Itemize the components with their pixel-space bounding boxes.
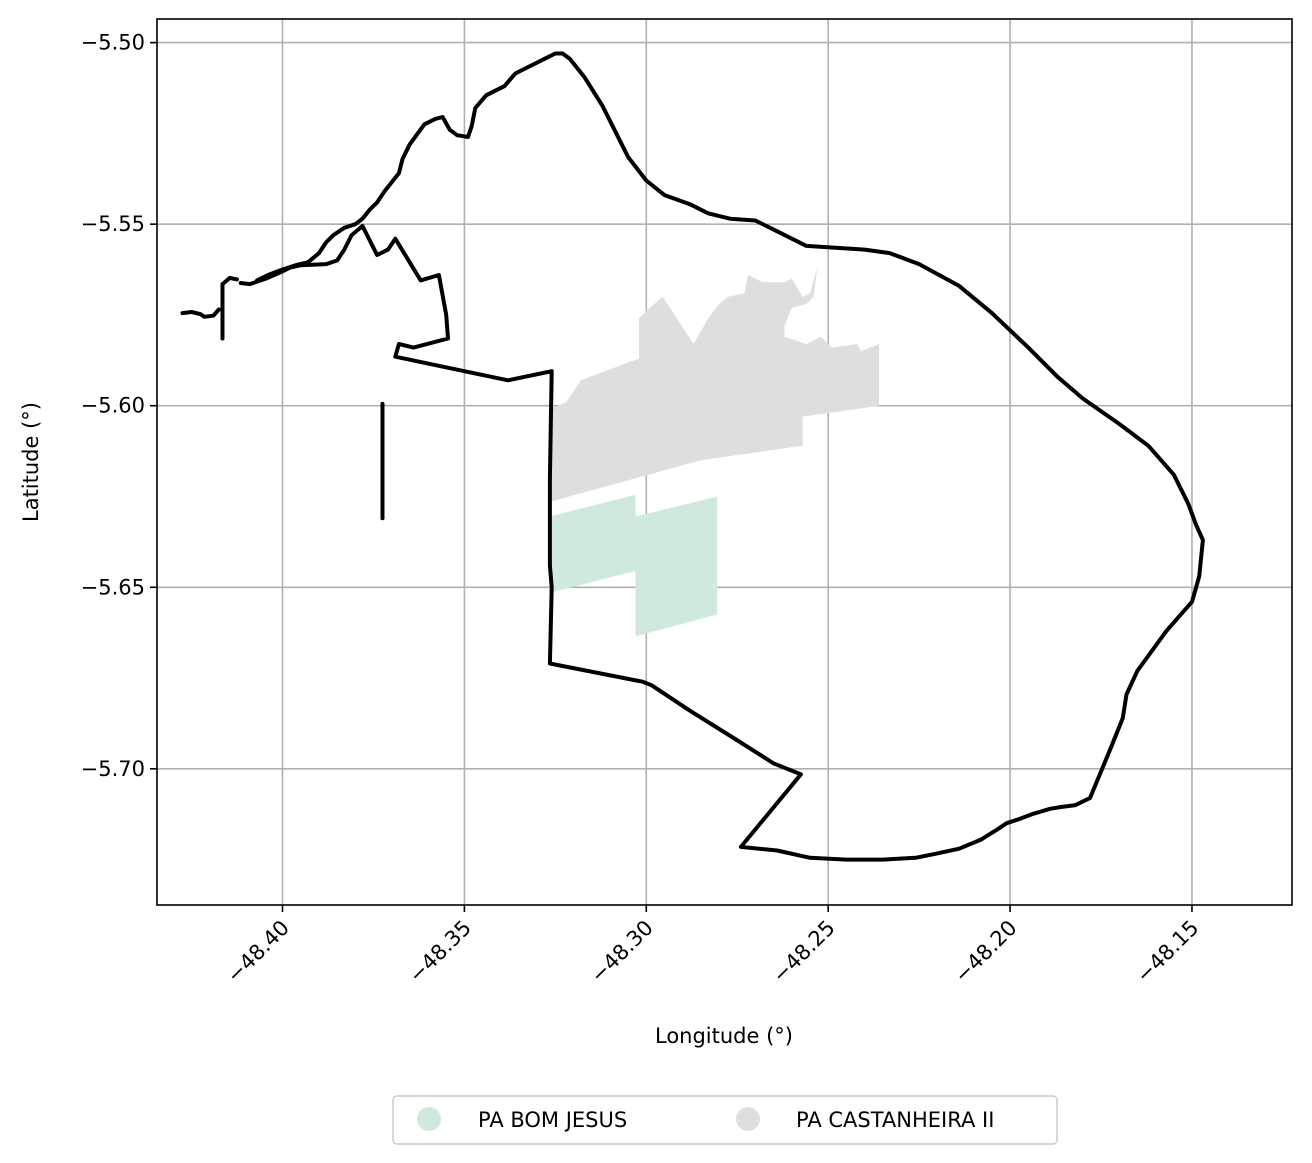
area-pa-castanheira-ii	[549, 267, 880, 502]
legend: PA BOM JESUS PA CASTANHEIRA II	[392, 1095, 1058, 1145]
y-axis-ticks: −5.50 −5.55 −5.60 −5.65 −5.70	[81, 31, 157, 781]
y-tick-label: −5.70	[81, 757, 145, 781]
x-axis-label: Longitude (°)	[655, 1024, 793, 1048]
legend-label: PA BOM JESUS	[478, 1108, 627, 1132]
municipality-boundary	[180, 51, 1205, 862]
y-tick-label: −5.55	[81, 212, 145, 236]
legend-marker	[736, 1107, 760, 1131]
area-pa-bom-jesus	[549, 494, 718, 637]
legend-label: PA CASTANHEIRA II	[796, 1108, 994, 1132]
legend-marker	[417, 1107, 441, 1131]
y-tick-label: −5.50	[81, 31, 145, 55]
y-tick-label: −5.65	[81, 575, 145, 599]
legend-box	[392, 1095, 1058, 1145]
boundary-line	[238, 51, 1205, 862]
y-tick-label: −5.60	[81, 394, 145, 418]
y-axis-label: Latitude (°)	[19, 402, 43, 522]
boundary-line	[220, 275, 239, 341]
boundary-line	[180, 307, 221, 319]
area-polygons	[549, 267, 880, 637]
plot-frame	[156, 18, 1293, 906]
